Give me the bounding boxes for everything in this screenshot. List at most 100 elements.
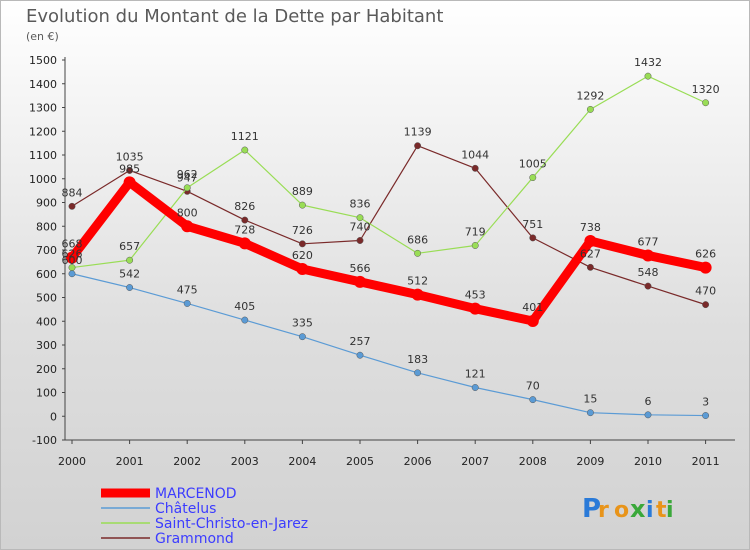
data-label: 962: [177, 168, 198, 181]
data-label: 1035: [116, 150, 144, 163]
y-tick-label: 900: [36, 197, 57, 210]
data-point: [414, 249, 422, 257]
data-label: 401: [522, 301, 543, 314]
x-tick-label: 2000: [58, 455, 86, 468]
data-label: 826: [234, 200, 255, 213]
data-label: 677: [638, 235, 659, 248]
y-tick-label: 500: [36, 292, 57, 305]
data-label: 740: [350, 221, 371, 234]
data-label: 15: [583, 393, 597, 406]
data-point: [68, 202, 76, 210]
x-tick-label: 2005: [346, 455, 374, 468]
series-line: [71, 273, 706, 417]
series-line: [71, 145, 706, 306]
data-label: 686: [407, 233, 428, 246]
data-point: [702, 99, 710, 107]
y-tick-label: 100: [36, 387, 57, 400]
data-label: 1139: [404, 126, 432, 139]
data-label: 620: [292, 249, 313, 262]
x-tick-label: 2011: [692, 455, 720, 468]
data-point: [586, 409, 594, 417]
data-point: [298, 201, 306, 209]
data-point: [642, 249, 654, 262]
data-point: [126, 284, 134, 291]
x-tick-label: 2003: [231, 455, 259, 468]
data-point: [471, 384, 479, 391]
data-label: 889: [292, 185, 313, 198]
data-point: [183, 299, 191, 307]
y-tick-label: 0: [50, 410, 57, 423]
y-tick-label: 200: [36, 363, 57, 376]
x-tick-label: 2008: [519, 455, 547, 468]
data-label: 70: [526, 380, 540, 393]
data-point: [181, 220, 194, 233]
data-label: 1292: [576, 89, 604, 102]
logo-letter: P: [582, 494, 601, 524]
data-point: [241, 316, 249, 324]
data-point: [66, 251, 78, 264]
legend-label: Saint-Christo-en-Jarez: [155, 516, 308, 532]
data-point: [68, 270, 76, 278]
data-point: [529, 174, 537, 182]
logo-letter: t: [656, 498, 667, 523]
x-tick-label: 2002: [173, 455, 201, 468]
data-point: [644, 282, 652, 290]
data-label: 836: [350, 198, 371, 211]
x-tick-label: 2004: [288, 455, 316, 468]
y-tick-label: 1300: [29, 102, 57, 115]
data-point: [411, 288, 424, 301]
data-label: 566: [350, 262, 371, 275]
data-label: 627: [580, 247, 601, 260]
legend-label: Châtelus: [155, 501, 216, 517]
data-label: 668: [62, 238, 83, 251]
x-tick-label: 2001: [116, 455, 144, 468]
data-label: 453: [465, 289, 486, 302]
data-label: 738: [580, 221, 601, 234]
data-label: 1044: [461, 148, 489, 161]
data-point: [296, 263, 309, 275]
y-tick-label: 1100: [29, 149, 57, 162]
data-label: 600: [62, 254, 83, 267]
data-point: [126, 256, 134, 264]
data-point: [529, 234, 537, 242]
data-label: 1005: [519, 158, 547, 171]
data-label: 542: [119, 268, 140, 281]
data-point: [298, 240, 306, 248]
data-label: 475: [177, 283, 198, 296]
y-tick-label: 800: [36, 220, 57, 233]
data-point: [298, 333, 306, 341]
data-label: 657: [119, 240, 140, 253]
y-tick-label: 1400: [29, 78, 57, 91]
data-label: 470: [695, 285, 716, 298]
data-point: [699, 261, 712, 274]
data-point: [241, 146, 249, 154]
data-point: [356, 351, 364, 359]
data-label: 405: [234, 300, 255, 313]
data-label: 985: [119, 162, 140, 175]
data-point: [414, 142, 422, 150]
data-label: 1432: [634, 56, 662, 69]
data-point: [702, 412, 710, 419]
logo-letter: o: [614, 498, 629, 523]
data-point: [644, 72, 652, 80]
data-point: [702, 301, 710, 309]
data-label: 121: [465, 368, 486, 381]
data-point: [356, 237, 364, 244]
y-tick-label: 1000: [29, 173, 57, 186]
x-tick-label: 2010: [634, 455, 662, 468]
data-label: 6: [645, 395, 652, 408]
data-label: 3: [702, 396, 709, 409]
data-point: [471, 164, 479, 172]
data-label: 800: [177, 206, 198, 219]
data-label: 183: [407, 353, 428, 366]
data-point: [356, 214, 364, 222]
chart-title: Evolution du Montant de la Dette par Hab…: [26, 6, 443, 27]
data-label: 512: [407, 275, 428, 288]
data-point: [584, 234, 597, 247]
data-point: [241, 216, 249, 224]
data-point: [414, 369, 422, 377]
y-tick-label: 700: [36, 244, 57, 257]
data-point: [123, 176, 136, 189]
